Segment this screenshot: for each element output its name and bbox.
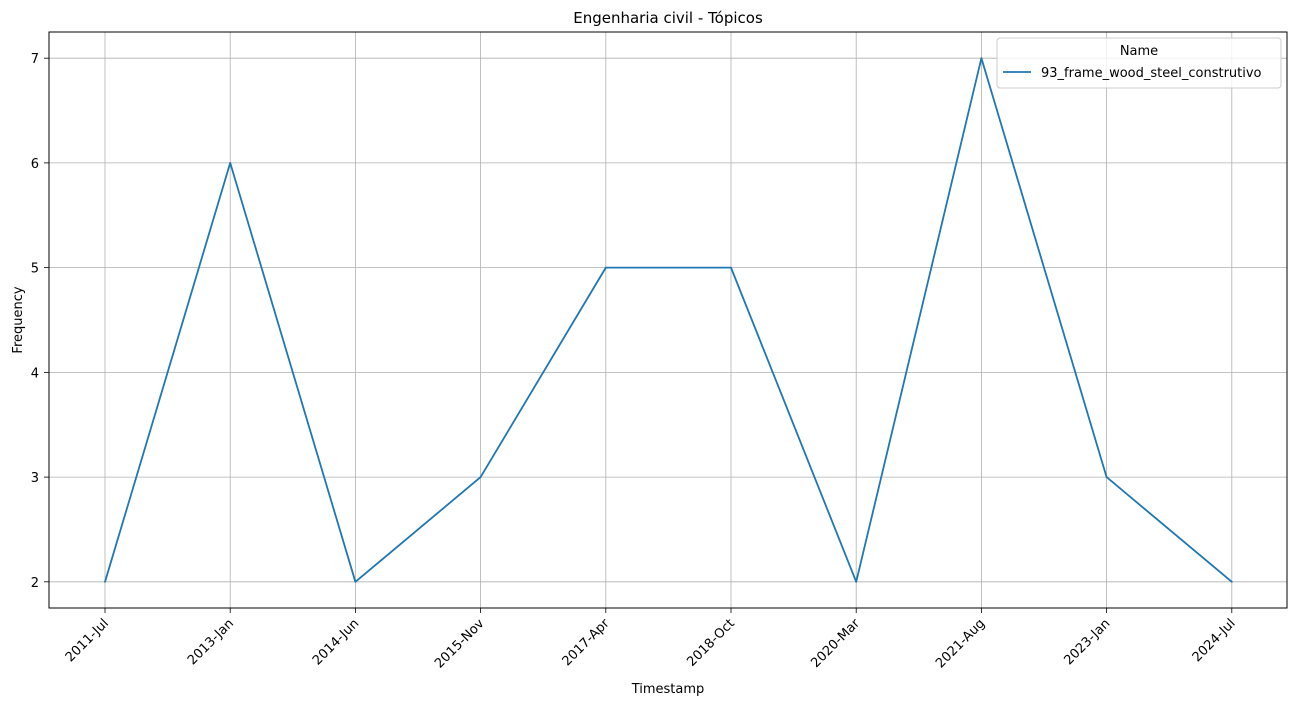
data-point bbox=[1105, 476, 1108, 478]
data-point bbox=[980, 57, 983, 60]
data-point bbox=[479, 476, 482, 478]
series-layer bbox=[104, 57, 1233, 583]
x-tick-label: 2020-Mar bbox=[808, 616, 863, 671]
data-point bbox=[354, 580, 357, 583]
grid-layer bbox=[49, 32, 1287, 608]
x-axis: 2011-Jul 2013-Jan 2014-Jun 2015-Nov 2017-Apr… bbox=[63, 608, 1239, 671]
x-tick-label: 2017-Apr bbox=[560, 616, 613, 669]
legend-box bbox=[996, 37, 1282, 89]
x-tick-label: 2014-Jun bbox=[310, 616, 362, 668]
x-tick-label: 2021-Aug bbox=[933, 616, 988, 671]
y-axis-title: Frequency bbox=[11, 286, 26, 353]
y-tick-label: 4 bbox=[31, 366, 39, 381]
data-point bbox=[604, 266, 607, 269]
chart-title: Engenharia civil - Tópicos bbox=[573, 9, 763, 27]
legend-title: Name bbox=[1120, 44, 1158, 59]
legend: Name 93_frame_wood_steel_construtivo bbox=[996, 37, 1282, 89]
x-tick-label: 2013-Jan bbox=[185, 616, 237, 668]
x-axis-title: Timestamp bbox=[631, 682, 705, 697]
data-point bbox=[730, 266, 732, 269]
y-tick-label: 5 bbox=[31, 262, 39, 277]
plot-frame bbox=[48, 31, 1288, 609]
y-tick-label: 7 bbox=[31, 52, 39, 67]
series-line bbox=[104, 57, 1233, 583]
data-point bbox=[855, 580, 858, 583]
y-tick-label: 3 bbox=[31, 471, 39, 486]
x-tick-label: 2011-Jul bbox=[63, 616, 112, 665]
legend-entry: 93_frame_wood_steel_construtivo bbox=[1041, 66, 1262, 81]
data-point bbox=[229, 162, 232, 164]
data-point bbox=[1230, 580, 1233, 583]
y-tick-label: 6 bbox=[31, 157, 39, 172]
x-tick-label: 2018-Oct bbox=[684, 616, 737, 669]
data-point bbox=[104, 580, 106, 583]
x-tick-label: 2024-Jul bbox=[1190, 616, 1239, 665]
y-tick-label: 2 bbox=[31, 576, 39, 591]
y-axis: 2 3 4 5 6 7 bbox=[31, 52, 49, 591]
x-tick-label: 2015-Nov bbox=[432, 616, 487, 671]
x-tick-label: 2023-Jan bbox=[1061, 616, 1113, 668]
